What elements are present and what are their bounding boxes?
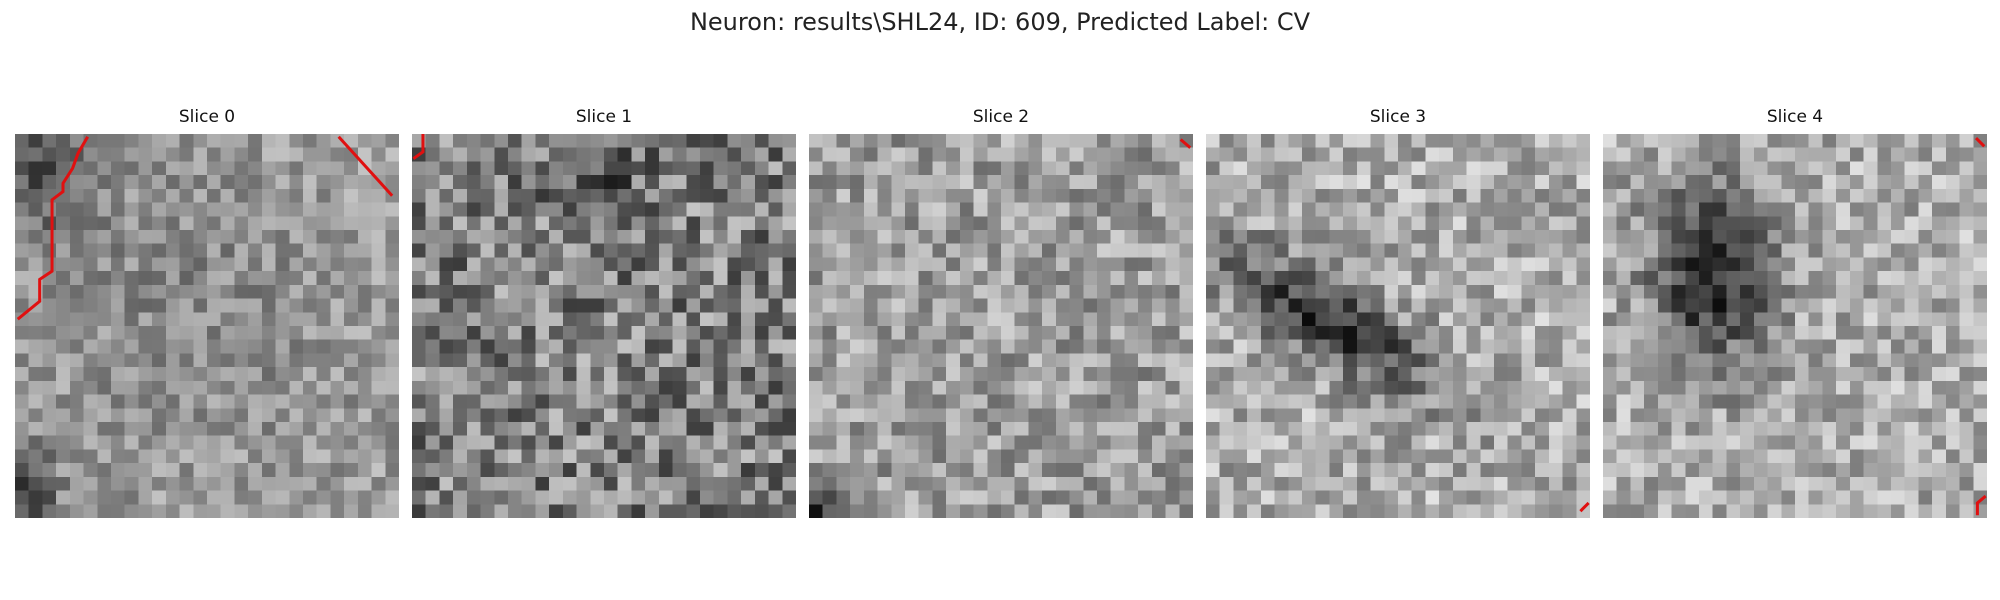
slice-image-2 <box>809 134 1193 518</box>
slice-panel-0: Slice 0 <box>15 107 399 518</box>
contour-line-0-1 <box>337 135 394 197</box>
slice-panel-4: Slice 4 <box>1603 107 1987 518</box>
slice-title-1: Slice 1 <box>575 107 633 127</box>
slice-image-4 <box>1603 134 1987 518</box>
contour-overlay-1 <box>412 134 425 160</box>
contour-line-0-0 <box>16 135 89 321</box>
contour-overlay-0 <box>16 135 394 321</box>
figure-title: Neuron: results\SHL24, ID: 609, Predicte… <box>689 8 1311 36</box>
contour-line-2-0 <box>1179 138 1192 149</box>
slice-pixels-3 <box>1206 134 1590 518</box>
slice-image-3 <box>1206 134 1590 518</box>
contour-line-4-0 <box>1974 137 1986 148</box>
slice-title-0: Slice 0 <box>178 107 236 127</box>
contour-line-1-0 <box>412 134 425 160</box>
contour-line-3-0 <box>1579 501 1590 513</box>
slice-pixels-0 <box>15 134 399 518</box>
slice-title-4: Slice 4 <box>1766 107 1824 127</box>
slice-image-0 <box>15 134 399 518</box>
slice-pixels-4 <box>1603 134 1987 518</box>
slice-title-3: Slice 3 <box>1369 107 1427 127</box>
contour-overlay-4 <box>1974 137 1987 516</box>
slice-panel-1: Slice 1 <box>412 107 796 518</box>
contour-line-4-1 <box>1975 494 1987 516</box>
contour-overlay-2 <box>1179 138 1192 149</box>
slice-title-2: Slice 2 <box>972 107 1030 127</box>
slice-pixels-2 <box>809 134 1193 518</box>
slice-image-1 <box>412 134 796 518</box>
contour-overlay-3 <box>1579 501 1590 513</box>
slice-pixels-1 <box>412 134 796 518</box>
slice-panel-2: Slice 2 <box>809 107 1193 518</box>
slice-panel-3: Slice 3 <box>1206 107 1590 518</box>
